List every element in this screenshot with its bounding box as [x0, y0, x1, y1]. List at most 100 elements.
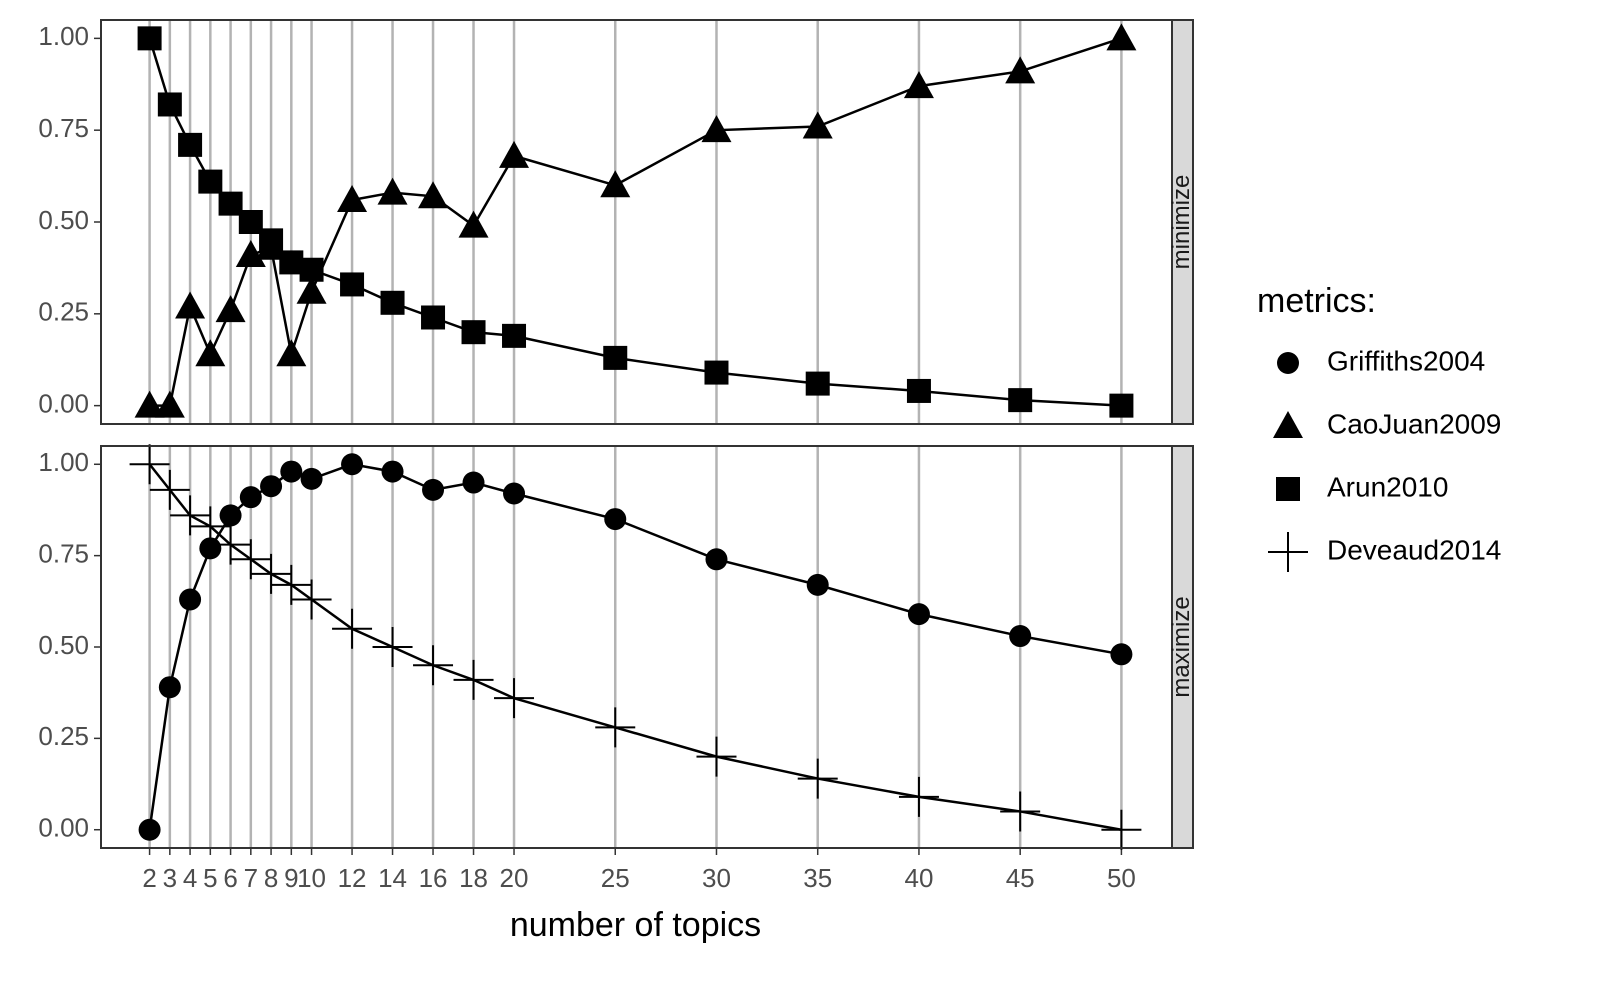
- point: [291, 579, 332, 620]
- legend-label: Griffiths2004: [1327, 345, 1485, 376]
- point: [1101, 809, 1142, 850]
- point: [453, 659, 494, 700]
- point: [158, 676, 181, 699]
- point: [170, 495, 211, 536]
- legend-marker: [1277, 352, 1299, 374]
- point: [154, 390, 185, 418]
- point: [906, 378, 931, 403]
- y-tick-label: 0.25: [38, 297, 89, 327]
- x-tick-label: 50: [1107, 863, 1136, 893]
- point: [137, 26, 162, 51]
- point: [280, 460, 303, 483]
- point: [195, 339, 226, 367]
- x-tick-label: 25: [601, 863, 630, 893]
- point: [251, 553, 292, 594]
- y-tick-label: 0.00: [38, 389, 89, 419]
- point: [198, 169, 223, 194]
- strip: [1171, 19, 1194, 425]
- point: [239, 486, 262, 509]
- point: [276, 339, 307, 367]
- x-tick-label: 30: [702, 863, 731, 893]
- point: [230, 539, 271, 580]
- y-tick-label: 1.00: [38, 21, 89, 51]
- point: [595, 707, 636, 748]
- point: [805, 371, 830, 396]
- point: [421, 305, 446, 330]
- point: [175, 291, 206, 319]
- point: [300, 467, 323, 490]
- legend-marker: [1276, 477, 1300, 501]
- point: [381, 460, 404, 483]
- point: [380, 290, 405, 315]
- point: [372, 627, 413, 667]
- point: [701, 115, 732, 143]
- point: [190, 506, 231, 547]
- point: [705, 548, 728, 571]
- point: [134, 390, 165, 418]
- legend-marker: [1273, 411, 1303, 438]
- y-tick-label: 0.50: [38, 205, 89, 235]
- legend-label: Arun2010: [1327, 471, 1448, 502]
- point: [898, 776, 939, 817]
- point: [259, 228, 284, 253]
- point: [1005, 56, 1036, 84]
- point: [377, 177, 408, 205]
- point: [494, 678, 535, 719]
- strip-label: minimize: [1168, 175, 1195, 270]
- x-tick-label: 7: [244, 863, 258, 893]
- point: [418, 181, 449, 209]
- point: [461, 320, 486, 345]
- point: [1109, 393, 1134, 418]
- point: [279, 250, 304, 275]
- point: [260, 475, 283, 498]
- point: [422, 478, 445, 501]
- point: [802, 111, 833, 139]
- point: [178, 132, 203, 157]
- point: [1110, 643, 1133, 666]
- x-tick-label: 14: [378, 863, 407, 893]
- point: [299, 257, 324, 282]
- y-tick-label: 0.75: [38, 113, 89, 143]
- point: [238, 210, 263, 234]
- point: [179, 588, 202, 611]
- point: [603, 345, 628, 370]
- legend-marker: [1268, 532, 1308, 572]
- point: [337, 184, 368, 212]
- point: [903, 71, 934, 99]
- point: [1000, 791, 1041, 832]
- x-axis-title: number of topics: [510, 906, 761, 944]
- x-tick-label: 16: [419, 863, 448, 893]
- point: [458, 210, 489, 238]
- point: [604, 508, 627, 531]
- x-tick-label: 3: [163, 863, 177, 893]
- point: [149, 469, 190, 510]
- point: [129, 444, 170, 485]
- point: [340, 272, 365, 297]
- point: [215, 295, 246, 323]
- point: [296, 276, 327, 304]
- point: [271, 564, 312, 605]
- point: [503, 482, 526, 505]
- point: [332, 608, 373, 649]
- point: [797, 758, 838, 799]
- point: [218, 191, 243, 216]
- point: [341, 453, 364, 476]
- point: [696, 736, 737, 777]
- panel-background: [101, 446, 1170, 848]
- point: [907, 603, 930, 626]
- point: [235, 240, 266, 268]
- x-tick-label: 4: [183, 863, 197, 893]
- x-tick-label: 35: [803, 863, 832, 893]
- point: [199, 537, 222, 560]
- x-tick-label: 20: [500, 863, 529, 893]
- point: [1106, 23, 1137, 51]
- panel-background: [101, 20, 1170, 424]
- y-tick-label: 0.75: [38, 539, 89, 569]
- x-tick-label: 8: [264, 863, 278, 893]
- point: [219, 504, 242, 527]
- point: [1009, 625, 1032, 648]
- point: [138, 818, 161, 841]
- legend-label: Deveaud2014: [1327, 534, 1501, 565]
- legend-title: metrics:: [1257, 282, 1376, 320]
- x-tick-label: 2: [142, 863, 156, 893]
